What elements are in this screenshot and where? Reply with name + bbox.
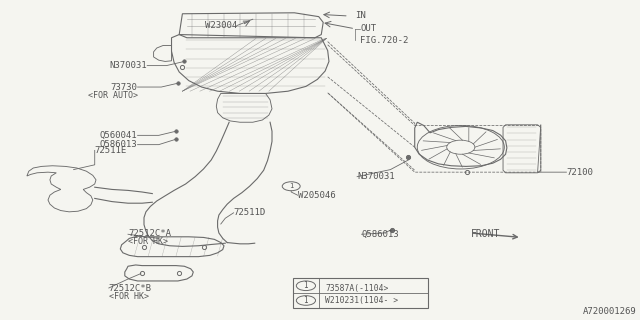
Text: W210231(1104- >: W210231(1104- >: [325, 296, 398, 305]
Text: N370031: N370031: [109, 61, 147, 70]
Text: 1: 1: [303, 296, 308, 305]
Text: 72512C*B: 72512C*B: [109, 284, 152, 293]
Text: FIG.720-2: FIG.720-2: [360, 36, 409, 45]
Text: Q560041: Q560041: [100, 131, 138, 140]
Text: OUT: OUT: [360, 24, 376, 33]
Text: Q586013: Q586013: [100, 140, 138, 149]
Text: <FOR AUTO>: <FOR AUTO>: [88, 92, 138, 100]
Text: A720001269: A720001269: [583, 307, 637, 316]
Text: 72100: 72100: [566, 168, 593, 177]
Text: FRONT: FRONT: [470, 228, 500, 239]
Circle shape: [296, 296, 316, 305]
Text: IN: IN: [355, 12, 366, 20]
Text: Q586013: Q586013: [362, 230, 399, 239]
Circle shape: [296, 281, 316, 291]
Text: 72511D: 72511D: [234, 208, 266, 217]
Text: W23004: W23004: [205, 21, 237, 30]
Text: 73730: 73730: [111, 83, 138, 92]
Text: <FOR HK>: <FOR HK>: [109, 292, 149, 301]
Text: 1: 1: [289, 183, 293, 189]
Text: <FOR HK>: <FOR HK>: [128, 237, 168, 246]
Circle shape: [282, 182, 300, 191]
Text: W205046: W205046: [298, 191, 335, 200]
Text: N370031: N370031: [357, 172, 395, 181]
Text: 73587A(-1104>: 73587A(-1104>: [325, 284, 388, 293]
Text: 1: 1: [303, 281, 308, 290]
Text: 72511E: 72511E: [95, 146, 127, 155]
Bar: [293, 278, 428, 308]
Text: 72512C*A: 72512C*A: [128, 229, 171, 238]
